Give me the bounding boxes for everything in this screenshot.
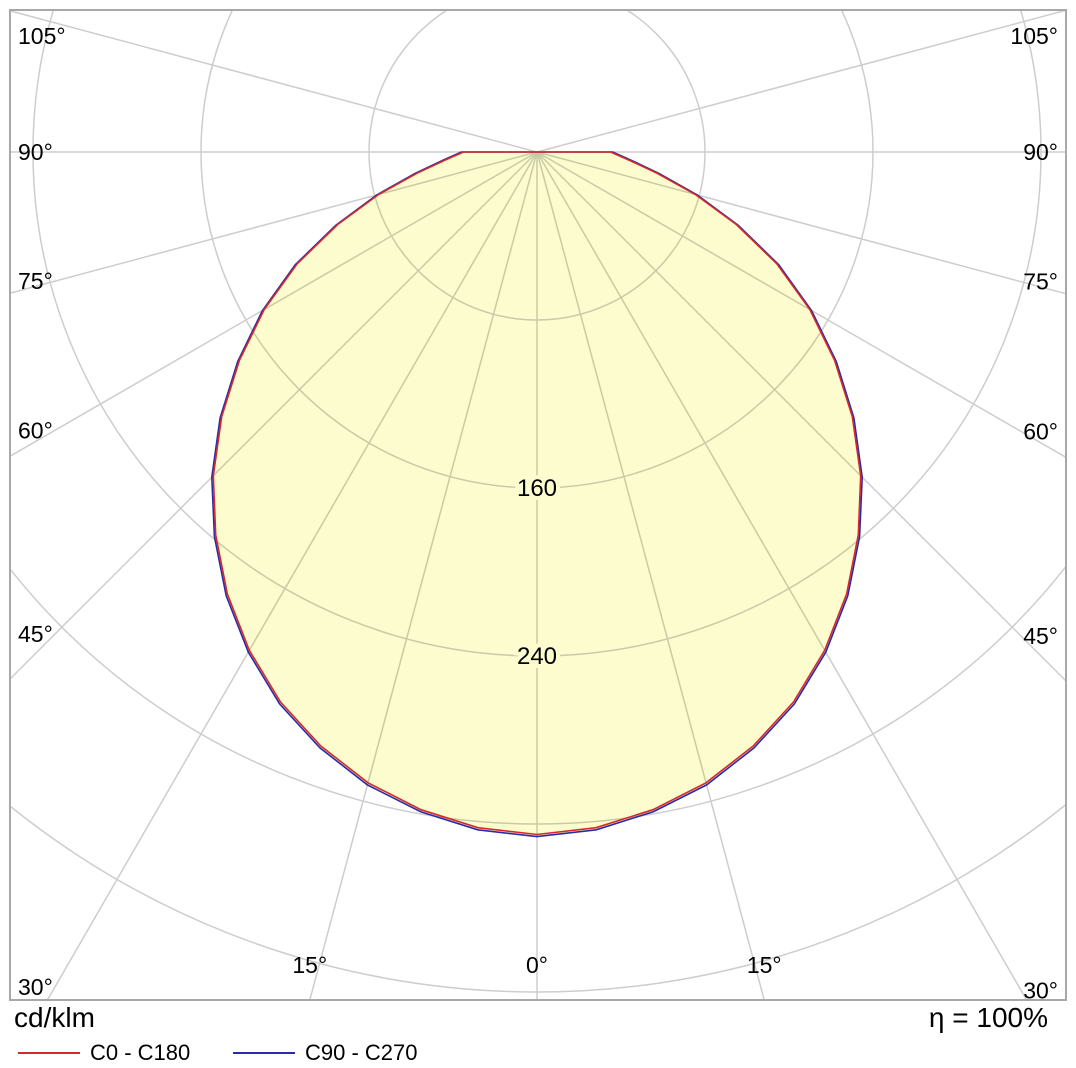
plot-border <box>9 9 1067 1001</box>
angle-label-60-left: 60° <box>18 417 53 443</box>
angle-label-105-right: 105° <box>1010 23 1058 49</box>
angle-label-15-left: 15° <box>292 952 327 978</box>
unit-label: cd/klm <box>14 1002 95 1033</box>
angle-label-45-left: 45° <box>18 621 53 647</box>
ring-value-label-160: 160 <box>517 475 557 502</box>
grid-radial-105-right <box>536 10 1066 153</box>
distribution-fill <box>211 152 863 837</box>
angle-label-75-left: 75° <box>18 268 53 294</box>
angle-label-60-right: 60° <box>1023 418 1058 444</box>
angle-label-30-left: 30° <box>18 974 53 1000</box>
efficiency-label: η = 100% <box>928 1002 1048 1033</box>
ring-value-label-240: 240 <box>517 643 557 670</box>
legend-item-c90-c270: C90 - C270 <box>305 1040 418 1065</box>
angle-label-30-right: 30° <box>1023 977 1058 1003</box>
c0-c180-line-swatch <box>18 1052 80 1054</box>
grid-radial-75-right <box>536 151 1066 295</box>
curve-c90-c270 <box>210 151 864 838</box>
curve-c0-c180 <box>212 151 862 836</box>
angle-label-15-right: 15° <box>747 952 782 978</box>
angle-label-0: 0° <box>526 952 548 978</box>
angle-label-90-left: 90° <box>18 139 53 165</box>
legend-item-c0-c180: C0 - C180 <box>90 1040 191 1065</box>
angle-label-105-left: 105° <box>18 23 66 49</box>
polar-photometric-chart: 160 240 0° 15° 15° 30° 30° 45° 45° 60° 60° 75° 75° 90… <box>9 9 1067 1003</box>
angle-label-90-right: 90° <box>1023 139 1058 165</box>
angle-label-75-right: 75° <box>1023 269 1058 295</box>
grid-radial-75-left <box>10 151 538 294</box>
c90-c270-line-swatch <box>233 1052 295 1054</box>
grid-radial-105-left <box>10 10 538 153</box>
angle-label-45-right: 45° <box>1023 623 1058 649</box>
